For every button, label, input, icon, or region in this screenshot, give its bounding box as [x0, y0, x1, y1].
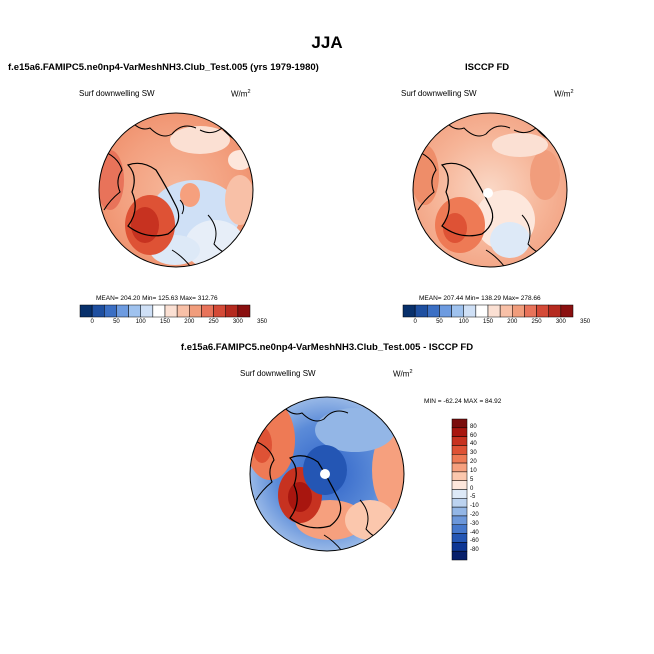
panel3-colorbar-swatch: [451, 427, 468, 437]
panel3-colorbar-tick-label: 30: [470, 450, 477, 457]
panel1-colorbar-swatch: [201, 304, 214, 318]
panel1-colorbar-tick-label: 250: [208, 319, 219, 325]
panel1-colorbar-tick-label: 200: [184, 319, 195, 325]
panel2-title: ISCCP FD: [465, 62, 510, 73]
panel1-map: [98, 112, 254, 268]
panel2-colorbar-swatch: [414, 304, 428, 318]
panel3-colorbar-tick-label: -30: [470, 520, 479, 527]
panel2-colorbar-swatch: [402, 304, 416, 318]
panel3-colorbar-tick-label: -5: [470, 494, 476, 501]
panel3-colorbar: [451, 418, 468, 561]
panel3-stats: MIN = -62.24 MAX = 84.92: [424, 398, 502, 405]
panel3-colorbar-tick-label: 0: [470, 485, 474, 492]
panel3-colorbar-tick-label: 40: [470, 441, 477, 448]
panel3-pole-gap: [320, 469, 330, 479]
panel2-colorbar-swatch: [524, 304, 537, 318]
panel2-colorbar-tick-label: 100: [458, 319, 469, 325]
panel1-colorbar-tick-label: 300: [232, 319, 243, 325]
panel2-colorbar-swatch: [536, 304, 549, 318]
panel1-stats: MEAN= 204.20 Min= 125.63 Max= 312.76: [96, 295, 218, 302]
panel2-field-label: Surf downwelling SW: [401, 89, 477, 98]
panel2-colorbar-tick-label: 350: [580, 319, 591, 325]
panel1-field-label: Surf downwelling SW: [79, 89, 155, 98]
panel1-units: W/m2: [231, 89, 251, 99]
panel3-colorbar-swatch: [451, 471, 468, 481]
panel1-title: f.e15a6.FAMIPC5.ne0np4-VarMeshNH3.Club_T…: [8, 62, 319, 73]
panel2-colorbar-tick-label: 0: [413, 319, 417, 325]
panel3-colorbar-swatch: [451, 498, 468, 508]
figure-title: JJA: [311, 33, 343, 52]
panel3-colorbar-swatch: [451, 550, 468, 561]
panel1-colorbar-swatch: [104, 304, 117, 318]
panel2-colorbar-tick-label: 200: [507, 319, 518, 325]
panel1-colorbar-tick-label: 350: [257, 319, 268, 325]
panel1-colorbar-swatch: [176, 304, 190, 318]
panel2-colorbar: [402, 304, 574, 318]
panel1-colorbar-tick-label: 150: [159, 319, 170, 325]
panel3-colorbar-tick-label: -10: [470, 503, 479, 510]
panel2-colorbar-tick-label: 50: [436, 319, 443, 325]
panel2-colorbar-tick-label: 250: [531, 319, 542, 325]
panel3-colorbar-tick-label: 80: [470, 423, 477, 430]
panel2-map: [412, 112, 568, 268]
panel3-colorbar-tick-label: -40: [470, 529, 479, 536]
panel1-colorbar-swatch: [116, 304, 129, 318]
panel3-colorbar-swatch: [451, 515, 468, 525]
panel3-colorbar-swatch: [451, 436, 468, 446]
panel3-field-label: Surf downwelling SW: [240, 369, 316, 378]
panel2-colorbar-swatch: [427, 304, 440, 318]
panel2-units: W/m2: [554, 89, 574, 99]
panel1-colorbar-swatch: [79, 304, 93, 318]
panel2-colorbar-swatch: [487, 304, 501, 318]
panel3-colorbar-tick-label: -20: [470, 511, 479, 518]
panel2-colorbar-swatch: [463, 304, 477, 318]
panel2-colorbar-tick-label: 300: [555, 319, 566, 325]
panel2-colorbar-swatch: [512, 304, 525, 318]
panel3-colorbar-tick-label: 20: [470, 459, 477, 466]
panel1-colorbar-swatch: [164, 304, 178, 318]
panel2-colorbar-swatch: [475, 304, 489, 318]
panel2-colorbar-swatch: [451, 304, 464, 318]
panel2-pole-gap: [483, 188, 493, 198]
panel3-colorbar-swatch: [451, 506, 468, 517]
panel3-colorbar-tick-label: 5: [470, 476, 474, 483]
panel2-colorbar-swatch: [499, 304, 513, 318]
panel2-colorbar-swatch: [560, 304, 574, 318]
panel3-colorbar-tick-label: 10: [470, 467, 477, 474]
panel3-colorbar-swatch: [451, 454, 468, 464]
panel1-colorbar-swatch: [152, 304, 166, 318]
panel3-colorbar-swatch: [451, 533, 468, 543]
panel3-colorbar-swatch: [451, 445, 468, 455]
panel2-colorbar-swatch: [439, 304, 452, 318]
panel1-colorbar-tick-label: 0: [90, 319, 94, 325]
panel1-colorbar-tick-label: 50: [113, 319, 120, 325]
panel1-colorbar: [79, 304, 251, 318]
panel2-colorbar-swatch: [548, 304, 562, 318]
panel1-colorbar-swatch: [140, 304, 154, 318]
panel3-colorbar-swatch: [451, 462, 468, 473]
panel3-map: [249, 396, 405, 552]
panel1-colorbar-swatch: [237, 304, 251, 318]
panel3-colorbar-swatch: [451, 542, 468, 552]
panel3-colorbar-swatch: [451, 480, 468, 490]
panel3-colorbar-swatch: [451, 489, 468, 499]
panel3-colorbar-tick-label: -60: [470, 538, 479, 545]
panel1-colorbar-swatch: [128, 304, 141, 318]
panel3-title: f.e15a6.FAMIPC5.ne0np4-VarMeshNH3.Club_T…: [180, 342, 474, 353]
panel1-colorbar-tick-label: 100: [135, 319, 146, 325]
panel3-units: W/m2: [393, 369, 413, 379]
panel3-colorbar-tick-label: -80: [470, 547, 479, 554]
panel3-colorbar-swatch: [451, 524, 468, 534]
panel1-colorbar-swatch: [91, 304, 105, 318]
panel3-colorbar-swatch: [451, 418, 468, 429]
panel1-colorbar-swatch: [213, 304, 226, 318]
panel3-colorbar-tick-label: 60: [470, 432, 477, 439]
panel1-colorbar-swatch: [225, 304, 239, 318]
panel2-stats: MEAN= 207.44 Min= 138.29 Max= 278.66: [419, 295, 541, 302]
panel2-colorbar-tick-label: 150: [482, 319, 493, 325]
panel1-colorbar-swatch: [189, 304, 202, 318]
